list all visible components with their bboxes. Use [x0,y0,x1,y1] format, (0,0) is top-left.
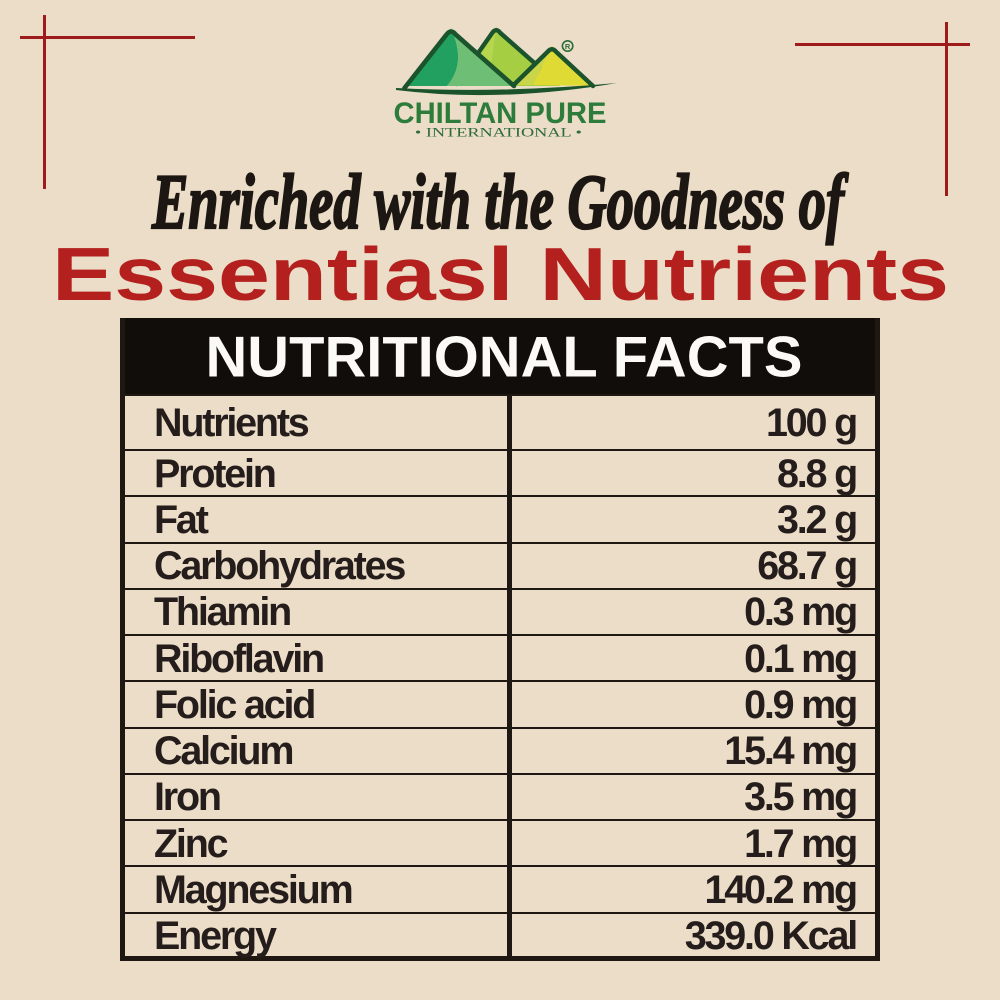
svg-text:R: R [565,42,571,51]
svg-text:CHILTAN PURE: CHILTAN PURE [394,97,607,130]
svg-text:NUTRITIONAL FACTS: NUTRITIONAL FACTS [206,326,803,390]
svg-text:• INTERNATIONAL •: • INTERNATIONAL • [415,125,582,140]
svg-text:Enriched with the Goodness of: Enriched with the Goodness of [151,160,849,245]
svg-text:Essentiasl Nutrients: Essentiasl Nutrients [52,232,949,316]
